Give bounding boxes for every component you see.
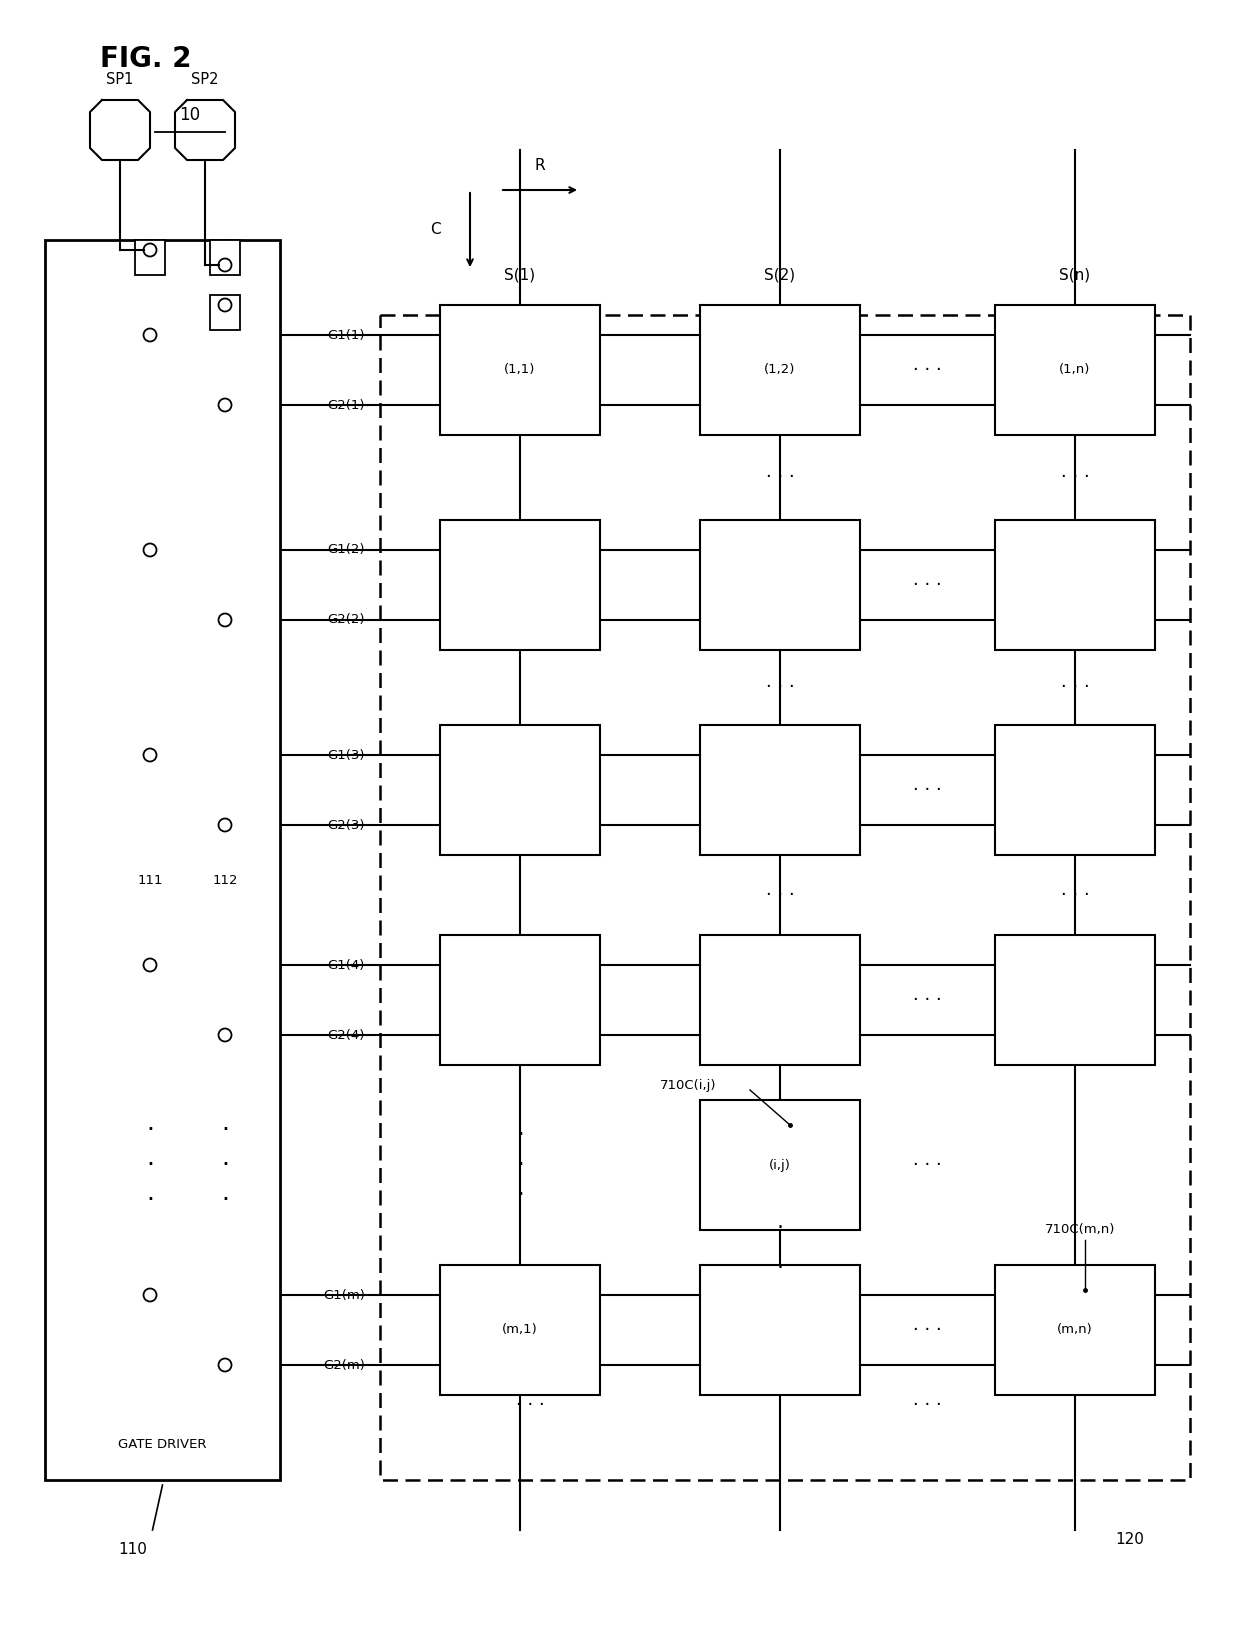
- Text: · · ·: · · ·: [765, 679, 795, 697]
- Text: G1(m): G1(m): [324, 1289, 365, 1302]
- Text: 111: 111: [138, 874, 162, 887]
- Bar: [45, 240, 280, 1481]
- Text: ·: ·: [146, 1117, 154, 1142]
- Text: 10: 10: [180, 106, 201, 124]
- Text: (1,1): (1,1): [505, 363, 536, 376]
- Text: · · ·: · · ·: [913, 1396, 942, 1414]
- Text: · · ·: · · ·: [913, 780, 942, 798]
- Bar: [701, 725, 861, 856]
- Text: G1(1): G1(1): [327, 329, 365, 342]
- Bar: [701, 304, 861, 435]
- Text: G2(3): G2(3): [327, 818, 365, 831]
- Bar: [701, 520, 861, 649]
- Text: R: R: [534, 157, 546, 172]
- Text: ·: ·: [146, 1153, 154, 1176]
- Text: 110: 110: [118, 1543, 146, 1557]
- Bar: [994, 725, 1154, 856]
- Text: · · ·: · · ·: [516, 1396, 544, 1414]
- Bar: [440, 520, 600, 649]
- Text: S(n): S(n): [1059, 268, 1090, 283]
- Text: (1,n): (1,n): [1059, 363, 1091, 376]
- Text: · · ·: · · ·: [1060, 887, 1090, 905]
- Text: ·: ·: [516, 1183, 525, 1207]
- Text: 710C(i,j): 710C(i,j): [660, 1078, 717, 1091]
- Text: G1(3): G1(3): [327, 749, 365, 761]
- Text: ·: ·: [146, 1188, 154, 1212]
- Text: 112: 112: [212, 874, 238, 887]
- Text: GATE DRIVER: GATE DRIVER: [118, 1438, 207, 1451]
- Text: FIG. 2: FIG. 2: [100, 46, 191, 74]
- Text: ·: ·: [776, 1217, 784, 1237]
- Text: G1(2): G1(2): [327, 543, 365, 556]
- Text: G2(2): G2(2): [327, 614, 365, 627]
- Text: ·: ·: [516, 1122, 525, 1147]
- Bar: [994, 304, 1154, 435]
- Bar: [379, 316, 1190, 1481]
- Bar: [701, 1265, 861, 1396]
- Text: SP2: SP2: [191, 72, 218, 87]
- Bar: [701, 1099, 861, 1230]
- Text: ·: ·: [776, 1258, 784, 1278]
- Bar: [440, 1265, 600, 1396]
- Bar: [440, 936, 600, 1065]
- Bar: [440, 304, 600, 435]
- Text: (i,j): (i,j): [769, 1158, 791, 1171]
- Text: G2(4): G2(4): [327, 1029, 365, 1042]
- Text: S(1): S(1): [505, 268, 536, 283]
- Bar: [701, 936, 861, 1065]
- Text: ·: ·: [221, 1153, 229, 1176]
- Text: SP1: SP1: [107, 72, 134, 87]
- Text: · · ·: · · ·: [913, 576, 942, 594]
- Text: C: C: [430, 222, 440, 237]
- Text: · · ·: · · ·: [913, 991, 942, 1009]
- Text: · · ·: · · ·: [913, 1157, 942, 1175]
- Bar: [994, 936, 1154, 1065]
- Bar: [210, 294, 241, 330]
- Text: · · ·: · · ·: [765, 468, 795, 486]
- Text: (m,1): (m,1): [502, 1324, 538, 1337]
- Text: · · ·: · · ·: [1060, 468, 1090, 486]
- Text: ·: ·: [516, 1153, 525, 1176]
- Text: G2(1): G2(1): [327, 399, 365, 412]
- Text: ·: ·: [221, 1188, 229, 1212]
- Text: ·: ·: [221, 1117, 229, 1142]
- Bar: [994, 1265, 1154, 1396]
- Text: · · ·: · · ·: [913, 362, 942, 380]
- Text: 120: 120: [1116, 1533, 1145, 1548]
- Bar: [994, 520, 1154, 649]
- Bar: [210, 240, 241, 275]
- Text: 710C(m,n): 710C(m,n): [1045, 1224, 1115, 1237]
- Text: (1,2): (1,2): [764, 363, 796, 376]
- Text: · · ·: · · ·: [1060, 679, 1090, 697]
- Text: G2(m): G2(m): [324, 1358, 365, 1371]
- Text: G1(4): G1(4): [327, 959, 365, 972]
- Text: · · ·: · · ·: [765, 887, 795, 905]
- Text: S(2): S(2): [764, 268, 796, 283]
- Text: · · ·: · · ·: [913, 1320, 942, 1338]
- Text: (m,n): (m,n): [1058, 1324, 1092, 1337]
- Bar: [135, 240, 165, 275]
- Bar: [440, 725, 600, 856]
